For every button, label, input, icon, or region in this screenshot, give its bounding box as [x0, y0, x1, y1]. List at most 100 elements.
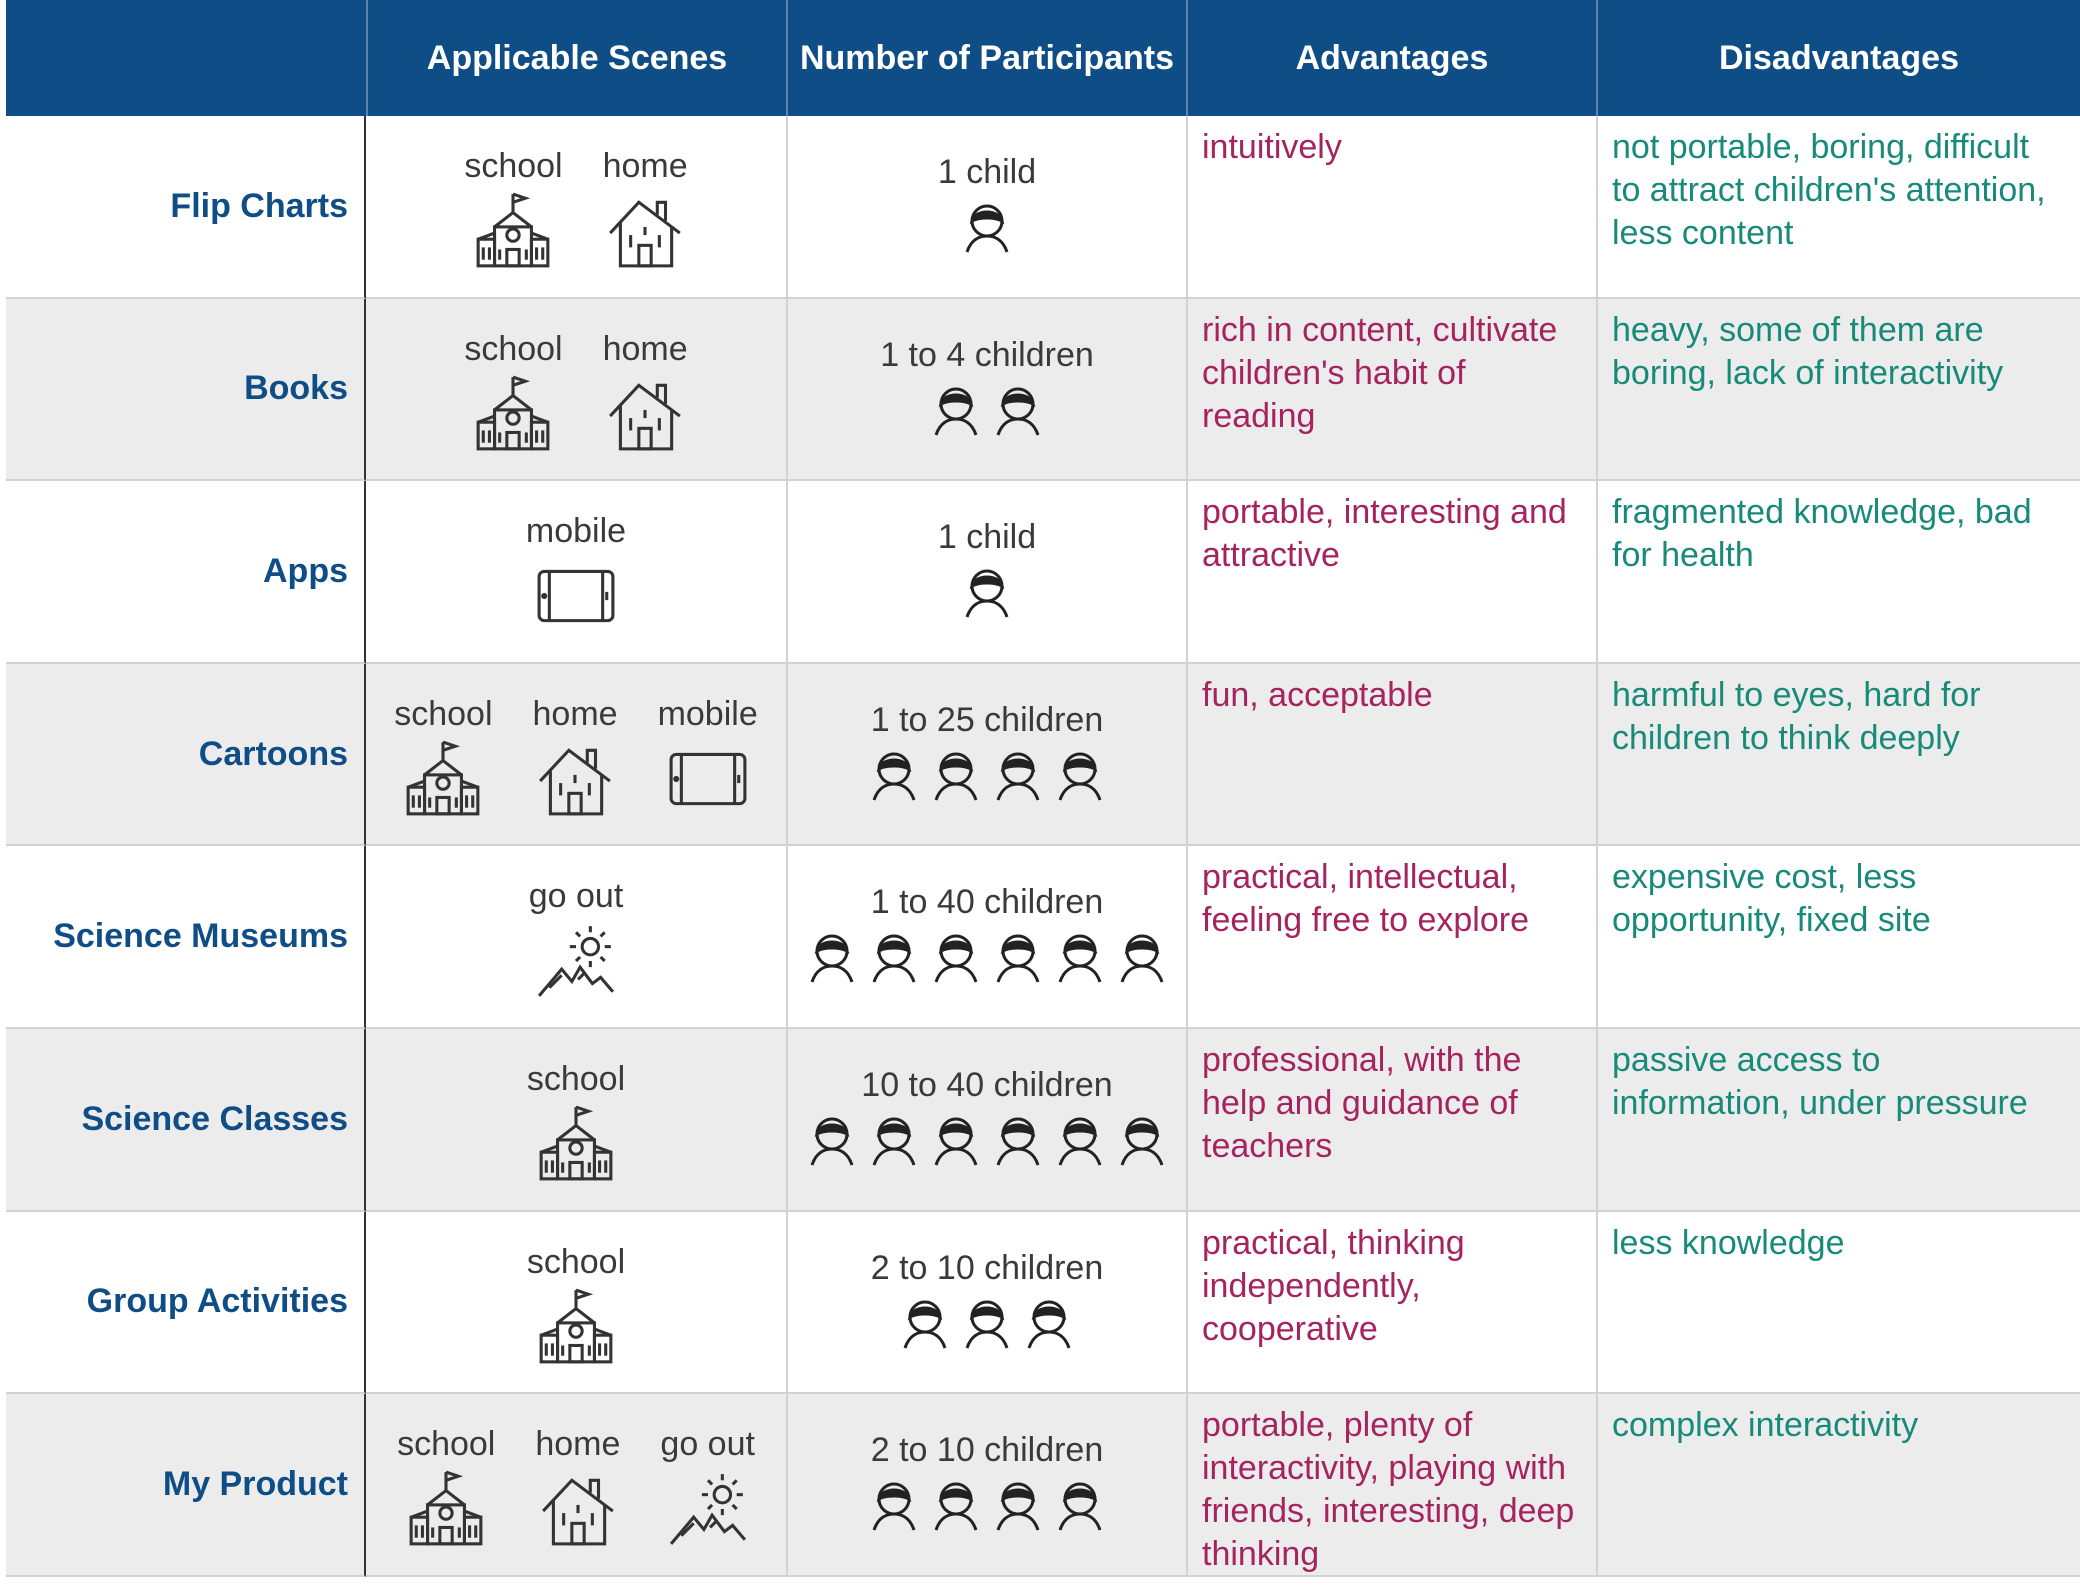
home-icon: [604, 190, 686, 272]
school-icon: [472, 190, 554, 272]
child-icon: [1056, 750, 1104, 802]
disadvantages-cell: complex interactivity: [1596, 1394, 2080, 1577]
participants-cell: 1 to 40 children: [786, 846, 1186, 1029]
disadvantages-cell: not portable, boring, difficult to attra…: [1596, 116, 2080, 299]
school-icon: [472, 373, 554, 455]
participants-cell: 2 to 10 children: [786, 1394, 1186, 1577]
child-icons: [870, 1480, 1104, 1532]
scene-item: mobile: [526, 511, 626, 637]
disadvantages-cell: heavy, some of them are boring, lack of …: [1596, 298, 2080, 482]
child-icon: [963, 1298, 1011, 1350]
child-icon: [994, 1115, 1042, 1167]
child-icon: [1118, 1115, 1166, 1167]
disadvantages-cell: harmful to eyes, hard for children to th…: [1596, 663, 2080, 847]
scene-item: school: [394, 694, 493, 820]
scene-item: home: [603, 146, 688, 272]
row-label: Science Museums: [6, 846, 366, 1029]
school-icon: [405, 1468, 487, 1550]
scene-label: home: [602, 329, 688, 368]
child-icons: [963, 567, 1011, 619]
scene-label: mobile: [525, 512, 627, 551]
participants-cell: 1 child: [786, 116, 1186, 299]
header-advantages: Advantages: [1186, 0, 1596, 116]
participants-label: 1 child: [937, 153, 1037, 191]
header-disadvantages: Disadvantages: [1596, 0, 2080, 116]
child-icons: [901, 1298, 1073, 1350]
scene-label: school: [397, 1425, 496, 1464]
child-icon: [1025, 1298, 1073, 1350]
participants-label: 2 to 10 children: [870, 1431, 1104, 1470]
applicable-scenes-cell: go out: [366, 846, 786, 1029]
row-label: Flip Charts: [6, 116, 366, 299]
scene-label: go out: [528, 877, 624, 916]
child-icon: [932, 1115, 980, 1167]
scene-item: school: [464, 329, 563, 455]
child-icon: [932, 932, 980, 984]
outdoor-icon: [667, 1468, 749, 1550]
scene-item: home: [603, 329, 688, 455]
scene-item: home: [535, 1424, 620, 1550]
child-icon: [1056, 1115, 1104, 1167]
advantages-cell: practical, thinking independently, coope…: [1186, 1211, 1596, 1395]
participants-label: 1 child: [937, 518, 1037, 557]
participants-cell: 1 to 4 children: [786, 298, 1186, 482]
child-icon: [994, 1480, 1042, 1532]
row-label: Group Activities: [6, 1211, 366, 1395]
mobile-icon: [535, 555, 617, 637]
child-icon: [963, 202, 1011, 254]
child-icon: [932, 1480, 980, 1532]
applicable-scenes-cell: school: [366, 1028, 786, 1212]
child-icon: [932, 750, 980, 802]
participants-label: 2 to 10 children: [870, 1248, 1104, 1287]
scene-label: school: [464, 147, 563, 185]
row-label: Cartoons: [6, 663, 366, 847]
header-number-of-participants: Number of Participants: [786, 0, 1186, 116]
participants-cell: 1 to 25 children: [786, 663, 1186, 847]
scene-item: go out: [660, 1424, 755, 1550]
applicable-scenes-cell: school: [366, 1212, 786, 1395]
outdoor-icon: [535, 920, 617, 1002]
child-icon: [870, 932, 918, 984]
applicable-scenes-cell: school home go out: [366, 1394, 786, 1577]
home-icon: [604, 373, 686, 455]
scene-label: mobile: [657, 694, 758, 733]
scene-label: school: [464, 329, 563, 368]
scene-item: go out: [528, 876, 624, 1002]
advantages-cell: rich in content, cultivate children's ha…: [1186, 298, 1596, 482]
scene-label: home: [532, 694, 618, 733]
child-icon: [994, 932, 1042, 984]
scene-item: school: [464, 146, 563, 272]
child-icon: [994, 750, 1042, 802]
advantages-cell: intuitively: [1186, 116, 1596, 299]
header-empty: [6, 0, 366, 116]
child-icons: [963, 202, 1011, 254]
header-applicable-scenes: Applicable Scenes: [366, 0, 786, 116]
disadvantages-cell: fragmented knowledge, bad for health: [1596, 481, 2080, 664]
child-icon: [870, 750, 918, 802]
child-icons: [870, 750, 1104, 802]
scene-item: home: [533, 694, 618, 820]
child-icon: [994, 385, 1042, 437]
applicable-scenes-cell: mobile: [366, 481, 786, 664]
school-icon: [402, 738, 484, 820]
child-icons: [808, 1115, 1166, 1167]
row-label: Books: [6, 298, 366, 482]
child-icon: [870, 1115, 918, 1167]
child-icon: [808, 1115, 856, 1167]
scene-item: school: [527, 1059, 625, 1185]
home-icon: [537, 1468, 619, 1550]
participants-cell: 10 to 40 children: [786, 1028, 1186, 1212]
participants-label: 10 to 40 children: [861, 1065, 1113, 1104]
child-icon: [932, 385, 980, 437]
scene-label: home: [602, 147, 688, 185]
advantages-cell: practical, intellectual, feeling free to…: [1186, 846, 1596, 1029]
child-icon: [808, 932, 856, 984]
school-icon: [535, 1286, 617, 1368]
applicable-scenes-cell: school home mobile: [366, 663, 786, 847]
scene-label: go out: [660, 1425, 755, 1464]
applicable-scenes-cell: school home: [366, 298, 786, 482]
row-label: Science Classes: [6, 1028, 366, 1212]
home-icon: [534, 738, 616, 820]
advantages-cell: portable, plenty of interactivity, playi…: [1186, 1394, 1596, 1577]
child-icon: [1118, 932, 1166, 984]
